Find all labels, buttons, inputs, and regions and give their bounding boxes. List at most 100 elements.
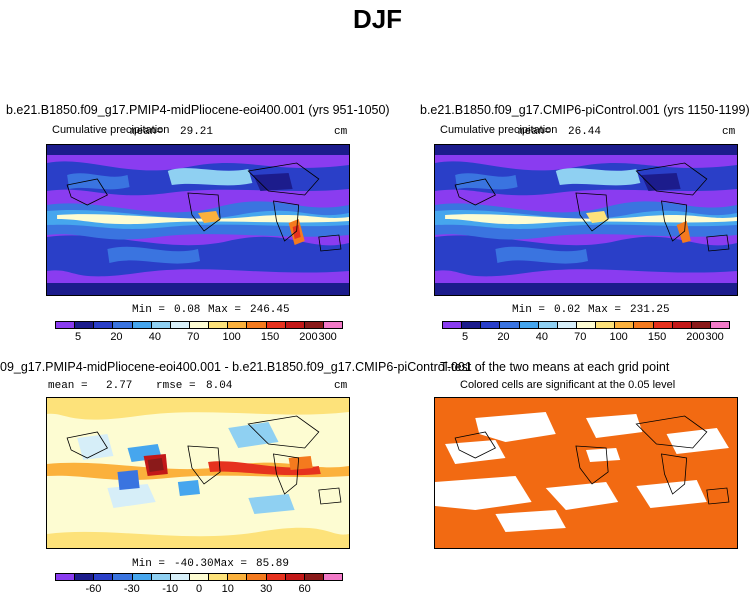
colorbar-tick-label: 20 (110, 331, 123, 343)
units-top-right: cm (722, 126, 736, 138)
colorbar-swatch (94, 574, 114, 580)
colorbar-swatch (443, 322, 463, 328)
map-top-left (46, 144, 350, 296)
colorbar-swatch (615, 322, 635, 328)
colorbar-swatch (247, 322, 267, 328)
max-value-top-right: 231.25 (630, 304, 670, 316)
colorbar-swatch (538, 322, 558, 328)
colorbar-tick-label: 20 (497, 331, 510, 343)
colorbar-tick-label: 300 (705, 331, 724, 343)
rmse-label-bottom-left: rmse = (156, 380, 196, 392)
panel-title-top-left: b.e21.B1850.f09_g17.PMIP4-midPliocene-eo… (6, 103, 390, 117)
colorbar-tick-label: 30 (260, 583, 273, 595)
min-value-top-right: 0.02 (554, 304, 581, 316)
colorbar-swatch (519, 322, 539, 328)
colorbar-tick-label: 10 (221, 583, 234, 595)
colorbar-tick-label: 0 (195, 583, 203, 595)
colorbar-swatch (94, 322, 114, 328)
colorbar-swatch (285, 574, 305, 580)
colorbar-swatch (285, 322, 305, 328)
panel-title-top-right: b.e21.B1850.f09_g17.CMIP6-piControl.001 … (420, 103, 750, 117)
colorbar-swatch (576, 322, 597, 328)
colorbar-tick-label: 5 (74, 331, 82, 343)
colorbar-swatch (481, 322, 501, 328)
colorbar-swatch (462, 322, 482, 328)
mean-value-bottom-left: 2.77 (106, 380, 133, 392)
colorbar-swatch (710, 322, 730, 328)
colorbar-swatch (247, 574, 267, 580)
colorbar-swatch (228, 574, 248, 580)
colorbar-top-left (55, 321, 343, 329)
colorbar-swatch (557, 322, 577, 328)
colorbar-swatch (75, 322, 95, 328)
colorbar-swatch (75, 574, 95, 580)
min-label-bottom-left: Min = (132, 558, 166, 570)
colorbar-tick-label: -10 (162, 583, 179, 595)
difference-map (47, 398, 349, 548)
colorbar-swatch (151, 574, 171, 580)
colorbar-tick-label: 5 (461, 331, 469, 343)
panel-title-bottom-right: T-test of the two means at each grid poi… (440, 360, 670, 374)
min-label-top-left: Min = (132, 304, 166, 316)
colorbar-swatch (228, 322, 248, 328)
colorbar-swatch (113, 322, 133, 328)
colorbar-top-right (442, 321, 730, 329)
mean-value-top-left: 29.21 (180, 126, 214, 138)
max-value-bottom-left: 85.89 (256, 558, 290, 570)
max-label-top-left: Max = (208, 304, 242, 316)
colorbar-swatch (634, 322, 654, 328)
units-bottom-left: cm (334, 380, 348, 392)
panel-subtitle-bottom-right: Colored cells are significant at the 0.0… (460, 379, 676, 391)
significance-map (435, 398, 737, 548)
panel-title-bottom-left: 09_g17.PMIP4-midPliocene-eoi400.001 - b.… (0, 360, 472, 374)
colorbar-tick-label: 40 (535, 331, 548, 343)
colorbar-swatch (189, 574, 210, 580)
colorbar-tick-label: 200 (299, 331, 318, 343)
mean-value-top-right: 26.44 (568, 126, 602, 138)
variable-label-top-right: Cumulative precipitation (440, 124, 558, 136)
rmse-value-bottom-left: 8.04 (206, 380, 233, 392)
max-value-top-left: 246.45 (250, 304, 290, 316)
colorbar-swatch (170, 322, 190, 328)
precip-map-top-left (47, 145, 349, 295)
min-value-top-left: 0.08 (174, 304, 201, 316)
colorbar-tick-label: 100 (222, 331, 241, 343)
colorbar-tick-label: -30 (123, 583, 140, 595)
colorbar-swatch (500, 322, 520, 328)
colorbar-tick-label: -60 (85, 583, 102, 595)
colorbar-swatch (209, 574, 229, 580)
colorbar-swatch (672, 322, 692, 328)
colorbar-swatch (323, 574, 343, 580)
colorbar-swatch (151, 322, 171, 328)
colorbar-swatch (56, 322, 76, 328)
max-label-bottom-left: Max = (214, 558, 248, 570)
colorbar-swatch (132, 574, 152, 580)
colorbar-bottom-left (55, 573, 343, 581)
colorbar-swatch (266, 574, 286, 580)
precip-map-top-right (435, 145, 737, 295)
mean-label-top-right: mean= (518, 126, 552, 138)
colorbar-swatch (209, 322, 229, 328)
colorbar-tick-label: 70 (574, 331, 587, 343)
colorbar-swatch (56, 574, 76, 580)
colorbar-swatch (653, 322, 673, 328)
colorbar-tick-label: 60 (298, 583, 311, 595)
map-top-right (434, 144, 738, 296)
colorbar-tick-label: 40 (148, 331, 161, 343)
colorbar-swatch (304, 574, 324, 580)
colorbar-swatch (132, 322, 152, 328)
map-bottom-left (46, 397, 350, 549)
colorbar-tick-label: 200 (686, 331, 705, 343)
min-label-top-right: Min = (512, 304, 546, 316)
colorbar-swatch (189, 322, 210, 328)
units-top-left: cm (334, 126, 348, 138)
page-title: DJF (352, 4, 403, 34)
colorbar-swatch (691, 322, 711, 328)
colorbar-tick-label: 150 (647, 331, 667, 343)
colorbar-tick-label: 70 (187, 331, 200, 343)
colorbar-swatch (266, 322, 286, 328)
colorbar-swatch (113, 574, 133, 580)
colorbar-tick-label: 100 (609, 331, 628, 343)
mean-label-bottom-left: mean = (48, 380, 88, 392)
colorbar-tick-label: 300 (318, 331, 337, 343)
